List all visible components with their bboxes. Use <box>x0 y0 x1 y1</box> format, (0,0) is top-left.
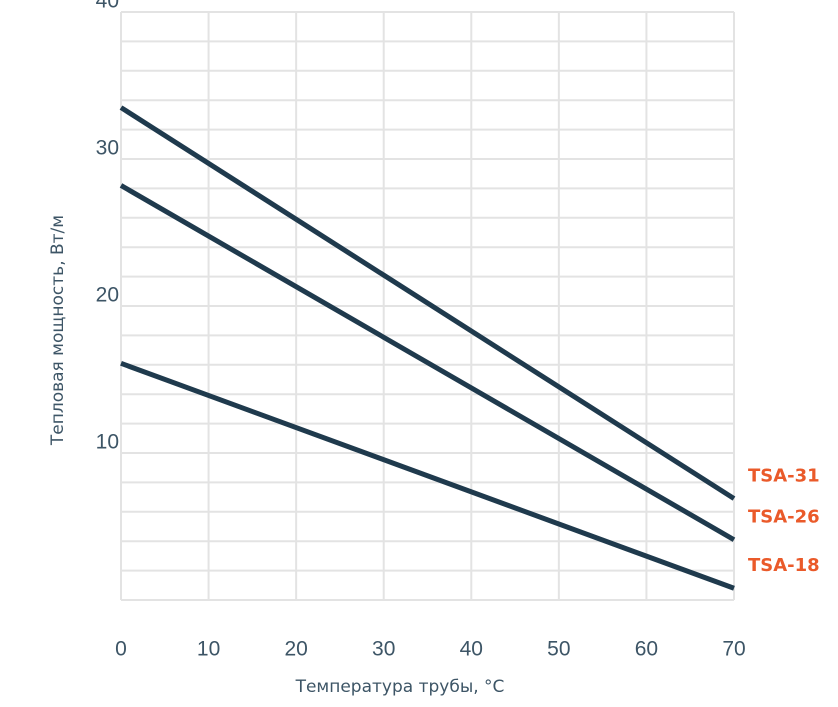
x-tick-label: 30 <box>372 638 395 661</box>
series-label: TSA-31 <box>748 466 820 487</box>
series-line <box>119 105 736 501</box>
x-tick-label: 60 <box>635 638 658 661</box>
x-tick-label: 20 <box>284 638 307 661</box>
x-tick-label: 0 <box>115 638 127 661</box>
x-tick-label: 70 <box>722 638 745 661</box>
y-tick-label: 40 <box>96 0 119 13</box>
x-tick-label: 40 <box>460 638 483 661</box>
series-label: TSA-26 <box>748 507 820 528</box>
x-axis-label: Температура трубы, °С <box>295 677 505 697</box>
x-tick-label: 50 <box>547 638 570 661</box>
y-tick-label: 30 <box>96 137 119 160</box>
series-label: TSA-18 <box>748 555 820 576</box>
y-axis-label: Тепловая мощность, Вт/м <box>48 215 68 446</box>
y-tick-label: 10 <box>96 431 119 454</box>
y-tick-label: 20 <box>96 284 119 307</box>
series-line <box>119 183 736 542</box>
x-tick-label: 10 <box>197 638 220 661</box>
series-line <box>120 360 735 591</box>
